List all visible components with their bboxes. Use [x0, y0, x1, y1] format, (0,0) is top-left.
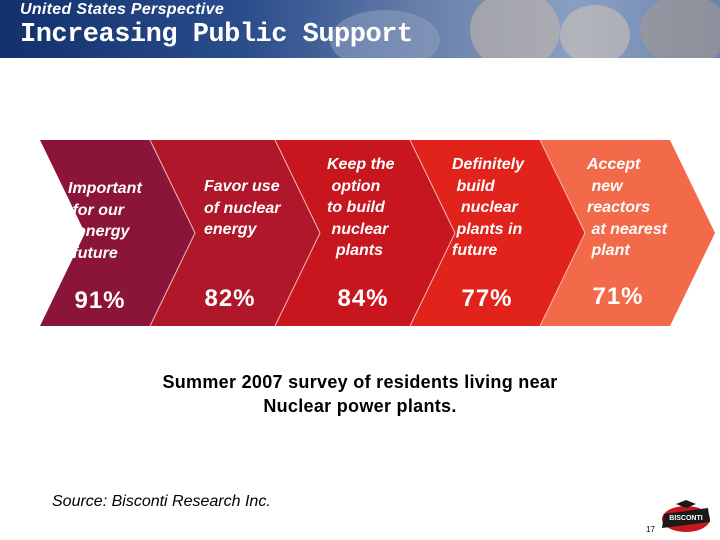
photo-background-4: [330, 10, 440, 58]
chevron-edge: [409, 232, 456, 327]
chevron-value-4: 77%: [461, 285, 513, 312]
page-number: 17: [646, 525, 655, 534]
chevron-shape-3: [275, 140, 455, 326]
slide-title: Increasing Public Support: [20, 20, 413, 50]
chevron-shape-4: [410, 140, 585, 326]
chevron-label-5: Accept new reactors at nearest plant: [587, 156, 668, 259]
chevron-value-1: 91%: [74, 287, 126, 314]
chevron-label-3: Keep the option to build nuclear plants: [327, 156, 395, 259]
chevron-shape-2: [150, 140, 320, 326]
chevron-value-3: 84%: [337, 285, 389, 312]
source-citation: Source: Bisconti Research Inc.: [52, 493, 271, 510]
chevron-edge: [539, 139, 586, 234]
company-logo-icon: BISCONTI: [662, 500, 710, 532]
chevron-label-1: Important for our energy future: [68, 180, 142, 262]
photo-background: [470, 0, 560, 58]
photo-background-3: [640, 0, 720, 58]
chevron-edge: [149, 139, 196, 234]
chevron-value-5: 71%: [592, 283, 644, 310]
chevron-edge: [149, 232, 196, 327]
slide-subtitle: United States Perspective: [20, 1, 225, 18]
chevron-edge: [409, 139, 456, 234]
chevron-label-4: Definitely build nuclear plants in futur…: [452, 156, 525, 259]
header-banner: United States Perspective Increasing Pub…: [0, 0, 720, 58]
photo-background-2: [560, 5, 630, 58]
chevron-edge: [274, 232, 321, 327]
chevron-value-2: 82%: [204, 285, 256, 312]
chevron-edge: [274, 139, 321, 234]
logo-text: BISCONTI: [669, 515, 703, 522]
chevron-label-2: Favor use of nuclear energy: [204, 178, 281, 238]
survey-note: Summer 2007 survey of residents living n…: [162, 372, 558, 416]
chevron-shape-1: [40, 140, 195, 326]
chevron-shape-5: [540, 140, 715, 326]
chevron-edge: [539, 232, 586, 327]
